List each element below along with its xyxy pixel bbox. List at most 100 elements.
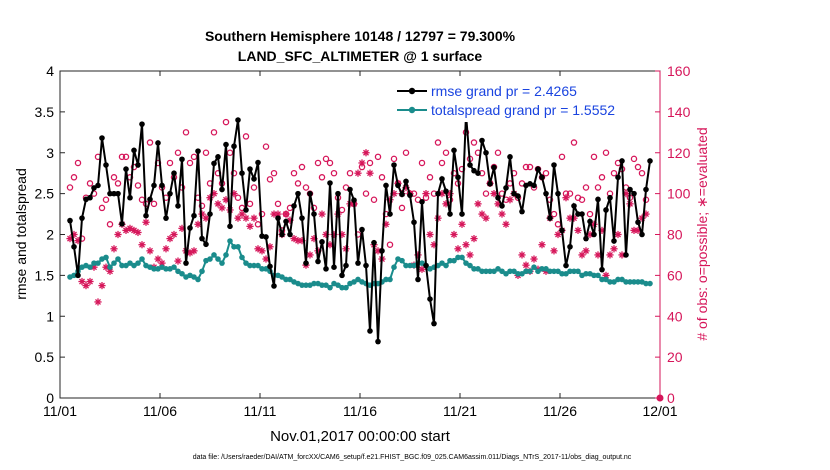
obs-possible-point	[366, 159, 374, 167]
rmse-point	[283, 218, 289, 225]
y-left-tick-label: 4	[46, 63, 54, 79]
totalspread-point	[443, 262, 449, 269]
legend-rmse-label: rmse grand pr = 2.4265	[431, 83, 577, 99]
obs-possible-point	[98, 204, 106, 212]
rmse-point	[75, 272, 81, 279]
obs-evaluated-point	[138, 241, 146, 249]
totalspread-point	[111, 260, 117, 266]
rmse-point	[159, 182, 165, 189]
obs-possible-point	[114, 180, 122, 187]
obs-possible-point	[302, 184, 310, 191]
totalspread-point	[287, 276, 293, 283]
rmse-point	[607, 194, 613, 201]
rmse-point	[291, 203, 297, 209]
obs-evaluated-stroke	[203, 215, 209, 222]
y-right-tick-label: 80	[667, 227, 683, 243]
obs-possible-point	[346, 169, 354, 177]
totalspread-point	[475, 266, 481, 272]
x-axis: 11/01 11/06 11/11 11/16 11/21 11/26 12/01	[43, 71, 678, 419]
obs-evaluated-stroke	[455, 245, 461, 252]
obs-possible-point	[222, 118, 230, 126]
rmse-point	[403, 178, 409, 185]
totalspread-point	[591, 272, 597, 279]
totalspread-point	[559, 270, 565, 277]
totalspread-point	[419, 260, 425, 266]
obs-possible-point	[610, 169, 618, 177]
y-axis-right-label: # of obs: o=possible; ∗=evaluated	[694, 127, 710, 340]
obs-evaluated-stroke	[503, 221, 509, 228]
rmse-point	[347, 186, 353, 193]
y-right-tick-label: 120	[667, 145, 691, 161]
totalspread-point	[503, 270, 509, 277]
obs-possible-point	[270, 169, 278, 177]
obs-possible-point	[106, 221, 114, 228]
obs-evaluated-point	[550, 247, 558, 255]
rmse-point	[647, 158, 653, 164]
obs-evaluated-point	[258, 247, 266, 255]
obs-possible-point	[174, 149, 182, 156]
totalspread-point	[495, 266, 501, 272]
rmse-point	[251, 176, 257, 182]
obs-possible-point	[70, 174, 78, 181]
obs-possible-point	[290, 169, 298, 177]
totalspread-point	[227, 238, 233, 244]
totalspread-point	[603, 276, 609, 283]
obs-evaluated-point	[242, 214, 250, 222]
obs-possible-point	[86, 180, 94, 187]
obs-evaluated-point	[318, 210, 326, 218]
totalspread-point	[87, 264, 93, 271]
rmse-point	[595, 196, 601, 203]
obs-evaluated-point	[94, 298, 102, 306]
obs-evaluated-point	[194, 220, 202, 228]
rmse-point	[91, 185, 97, 191]
rmse-point	[567, 243, 573, 250]
obs-evaluated-stroke	[471, 235, 477, 242]
obs-evaluated-point	[458, 220, 466, 228]
rmse-point	[147, 196, 153, 203]
rmse-point	[459, 211, 465, 217]
legend: rmse grand pr = 2.4265 totalspread grand…	[392, 80, 654, 122]
rmse-point	[131, 147, 137, 154]
obs-evaluated-point	[282, 210, 290, 218]
obs-evaluated-stroke	[423, 190, 429, 197]
rmse-point	[551, 162, 557, 168]
totalspread-point	[107, 264, 113, 271]
totalspread-point	[323, 282, 329, 288]
obs-possible-point	[190, 153, 198, 161]
y-left-tick-label: 0	[46, 390, 54, 406]
rmse-point	[339, 272, 345, 279]
chart-title-line1: Southern Hemisphere 10148 / 12797 = 79.3…	[205, 28, 516, 44]
totalspread-point	[599, 276, 605, 283]
y-right-tick-label: 0	[667, 390, 675, 406]
chart-title-line2: LAND_SFC_ALTIMETER @ 1 surface	[238, 48, 483, 64]
obs-evaluated-point	[574, 226, 582, 235]
x-tick-label: 11/06	[143, 403, 177, 419]
rmse-point	[227, 223, 233, 230]
obs-possible-point	[118, 153, 126, 161]
rmse-point	[367, 328, 373, 334]
obs-possible-point	[494, 149, 502, 156]
totalspread-point	[519, 270, 525, 277]
obs-possible-point	[330, 169, 338, 177]
rmse-point	[187, 225, 193, 231]
totalspread-point	[391, 264, 397, 271]
obs-possible-point	[602, 149, 610, 156]
obs-evaluated-stroke	[523, 262, 529, 269]
rmse-point	[639, 231, 645, 238]
obs-evaluated-stroke	[451, 231, 457, 238]
obs-evaluated-stroke	[259, 247, 265, 254]
rmse-point	[619, 158, 625, 164]
obs-evaluated-point	[470, 234, 478, 243]
obs-evaluated-point	[418, 265, 426, 273]
rmse-point	[583, 235, 589, 242]
obs-evaluated-point	[246, 222, 254, 230]
totalspread-point	[539, 266, 545, 272]
rmse-point	[355, 260, 361, 266]
obs-possible-point	[266, 176, 274, 183]
rmse-point	[299, 215, 305, 221]
x-tick-label: 12/01	[642, 403, 677, 419]
totalspread-point	[255, 262, 261, 269]
obs-possible-point	[210, 129, 218, 136]
totalspread-point	[231, 243, 237, 250]
